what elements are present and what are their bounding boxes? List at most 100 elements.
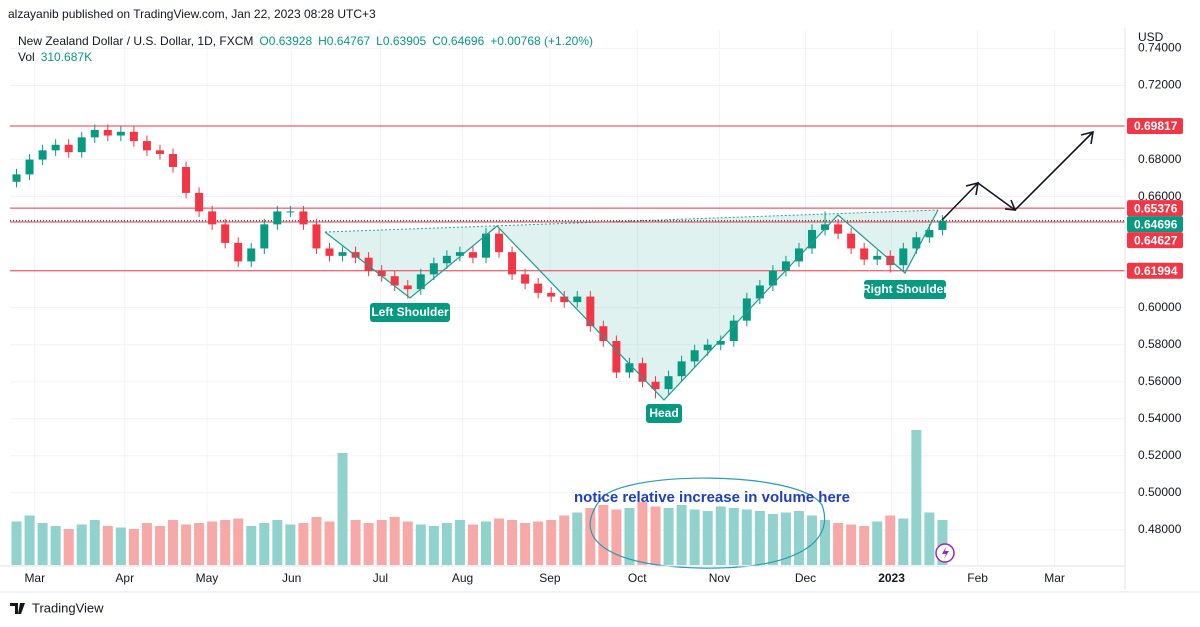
candle-body bbox=[338, 252, 347, 256]
volume-bar bbox=[702, 511, 713, 565]
volume-bar bbox=[63, 529, 74, 565]
candle-body bbox=[625, 363, 634, 373]
candle-body bbox=[260, 224, 269, 249]
price-tag bbox=[1127, 200, 1183, 217]
volume-bar bbox=[767, 514, 778, 565]
y-tick-label: 0.50000 bbox=[1138, 485, 1182, 499]
candle-body bbox=[169, 154, 178, 167]
arrow-head bbox=[1080, 130, 1094, 145]
label-box bbox=[370, 303, 450, 322]
candle-body bbox=[221, 224, 230, 243]
candle-body bbox=[573, 296, 582, 303]
price-tag-label: 0.65376 bbox=[1134, 201, 1178, 215]
x-tick-label: Feb bbox=[967, 571, 988, 585]
candle-body bbox=[599, 326, 608, 342]
volume-bar bbox=[780, 512, 791, 565]
candle-body bbox=[873, 255, 882, 260]
volume-bar bbox=[793, 511, 804, 565]
candle-body bbox=[912, 237, 921, 249]
pattern-area bbox=[325, 210, 938, 400]
y-tick-label: 0.58000 bbox=[1138, 337, 1182, 351]
x-tick-label: Nov bbox=[709, 571, 730, 585]
candle-body bbox=[90, 129, 99, 138]
forecast-path bbox=[941, 131, 1094, 221]
y-tick-label: 0.66000 bbox=[1138, 189, 1182, 203]
volume-bar bbox=[324, 521, 335, 565]
candle-body bbox=[586, 296, 595, 327]
volume-bar bbox=[494, 518, 505, 565]
candle-body bbox=[351, 252, 360, 258]
volume-bar bbox=[507, 520, 518, 565]
x-tick-label: Aug bbox=[452, 571, 473, 585]
price-tag bbox=[1127, 117, 1183, 134]
volume-bar bbox=[50, 526, 61, 565]
candle-body bbox=[638, 363, 647, 382]
volume-bar bbox=[924, 512, 935, 565]
ohlc: L0.63905 bbox=[376, 34, 426, 48]
price-tag-label: 0.69817 bbox=[1134, 119, 1178, 133]
candle-body bbox=[508, 252, 517, 275]
volume-bar bbox=[194, 523, 205, 565]
volume-bar bbox=[181, 524, 192, 565]
volume-bar bbox=[389, 517, 400, 565]
ohlc: C0.64696 bbox=[432, 34, 484, 48]
volume-bar bbox=[559, 515, 570, 565]
volume-label: Vol bbox=[18, 50, 35, 64]
candle-body bbox=[860, 248, 869, 260]
volume-bar bbox=[598, 505, 609, 565]
volume-bar bbox=[376, 520, 387, 565]
volume-bar bbox=[233, 518, 244, 565]
x-tick-label: Mar bbox=[1044, 571, 1065, 585]
pattern-outline bbox=[324, 209, 939, 401]
candle-body bbox=[64, 144, 73, 153]
symbol: New Zealand Dollar / U.S. Dollar, 1D, FX… bbox=[18, 34, 253, 48]
volume-bar bbox=[572, 512, 583, 565]
candle-body bbox=[208, 211, 217, 225]
volume-bar bbox=[872, 521, 883, 565]
volume-bar bbox=[259, 523, 270, 565]
label-box bbox=[864, 280, 946, 299]
candle-body bbox=[390, 276, 399, 286]
candle-body bbox=[182, 166, 191, 193]
candle-body bbox=[794, 248, 803, 262]
volume-bar bbox=[220, 520, 231, 565]
candle-body bbox=[116, 131, 125, 136]
candle-body bbox=[834, 224, 843, 234]
volume-legend: Vol 310.687K bbox=[18, 50, 92, 64]
candle-body bbox=[403, 285, 412, 290]
candle-body bbox=[938, 220, 947, 230]
candle-body bbox=[416, 274, 425, 290]
price-tag bbox=[1127, 262, 1183, 279]
volume-bar bbox=[911, 430, 922, 565]
volume-bar bbox=[402, 521, 413, 565]
volume-bar bbox=[689, 509, 700, 565]
volume-value: 310.687K bbox=[41, 50, 92, 64]
candle-body bbox=[768, 270, 777, 286]
candle-body bbox=[612, 341, 621, 373]
candle-body bbox=[312, 224, 321, 249]
candle-body bbox=[273, 211, 282, 225]
arrow-head bbox=[1004, 199, 1017, 211]
candle-body bbox=[247, 248, 256, 262]
x-tick-label: Apr bbox=[115, 571, 134, 585]
candle-body bbox=[703, 344, 712, 351]
candle-body bbox=[77, 137, 86, 153]
volume-note: notice relative increase in volume here bbox=[574, 489, 850, 506]
x-tick-label: 2023 bbox=[878, 571, 905, 585]
volume-bar bbox=[937, 520, 948, 565]
x-tick-label: Mar bbox=[24, 571, 45, 585]
volume-bar bbox=[859, 526, 870, 565]
candle-body bbox=[547, 292, 556, 297]
volume-bar bbox=[807, 515, 818, 565]
footer-brand: TradingView bbox=[32, 600, 104, 615]
head-label: Head bbox=[649, 406, 678, 420]
candle-body bbox=[716, 341, 725, 345]
volume-bar bbox=[885, 515, 896, 565]
candle-body bbox=[455, 252, 464, 256]
left-shoulder-label: Left Shoulder bbox=[371, 305, 449, 319]
candle-body bbox=[468, 252, 477, 258]
candle-body bbox=[38, 150, 47, 160]
candle-body bbox=[286, 211, 295, 213]
y-tick-label: 0.52000 bbox=[1138, 448, 1182, 462]
